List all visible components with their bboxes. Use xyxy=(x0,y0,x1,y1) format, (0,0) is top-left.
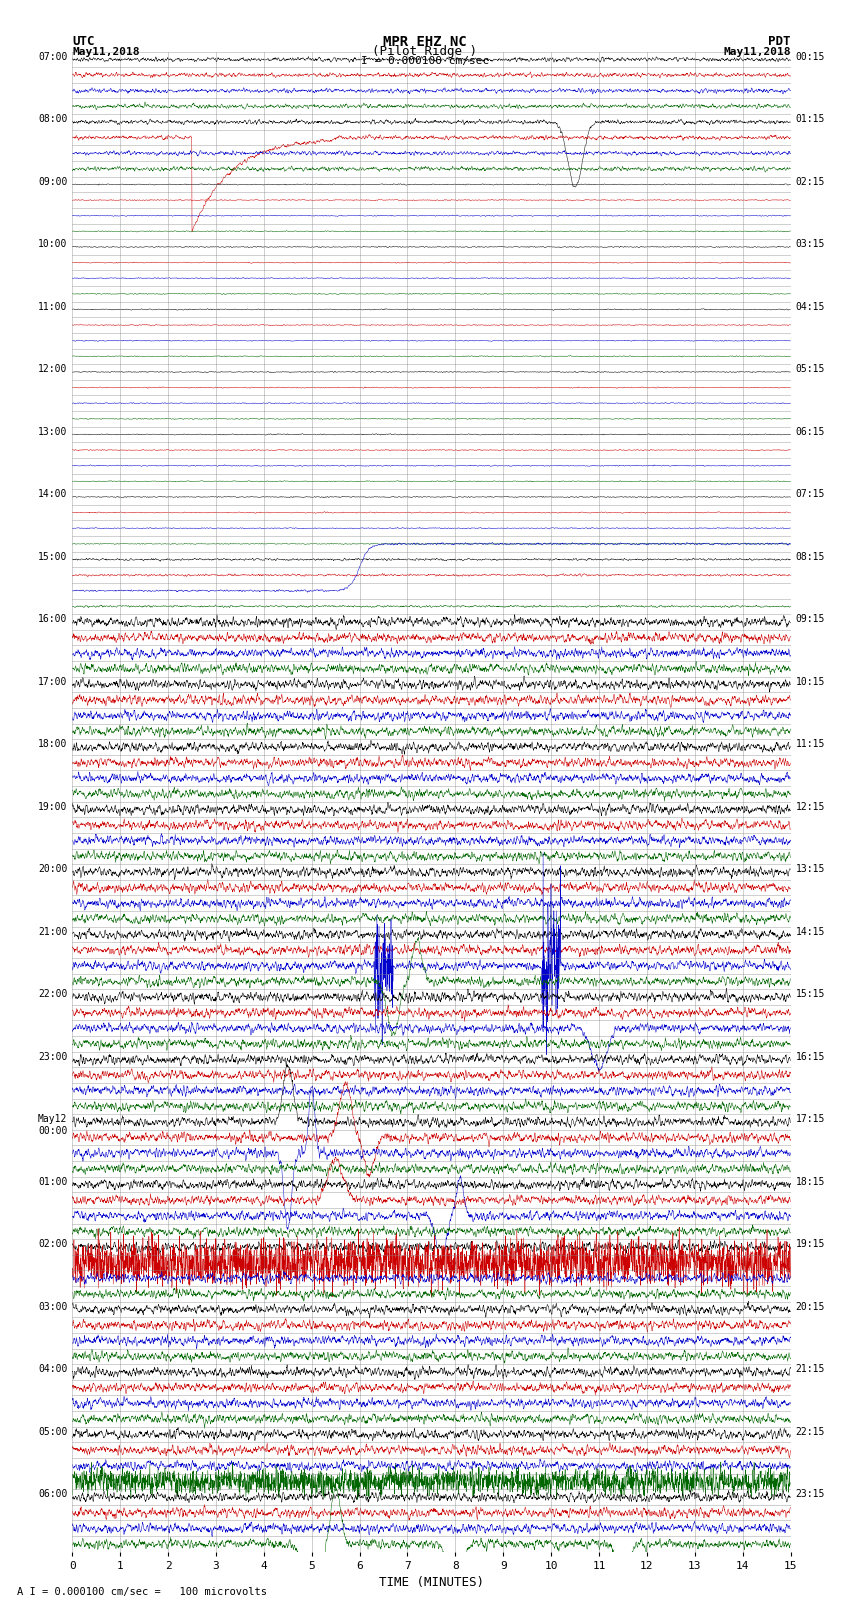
Text: MPR EHZ NC: MPR EHZ NC xyxy=(383,35,467,50)
X-axis label: TIME (MINUTES): TIME (MINUTES) xyxy=(379,1576,484,1589)
Text: UTC: UTC xyxy=(72,35,94,48)
Text: I = 0.000100 cm/sec: I = 0.000100 cm/sec xyxy=(361,56,489,66)
Text: May11,2018: May11,2018 xyxy=(723,47,791,56)
Text: (Pilot Ridge ): (Pilot Ridge ) xyxy=(372,45,478,58)
Text: A I = 0.000100 cm/sec =   100 microvolts: A I = 0.000100 cm/sec = 100 microvolts xyxy=(17,1587,267,1597)
Text: May11,2018: May11,2018 xyxy=(72,47,139,56)
Text: PDT: PDT xyxy=(768,35,790,48)
